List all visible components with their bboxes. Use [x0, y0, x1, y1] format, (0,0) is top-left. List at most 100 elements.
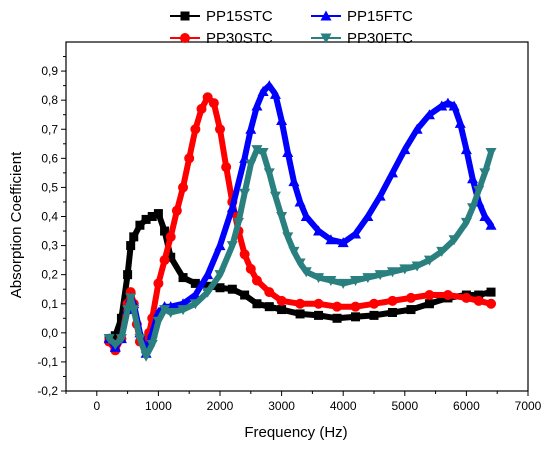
data-point	[189, 289, 201, 300]
data-point	[351, 312, 361, 322]
data-point	[269, 88, 281, 99]
y-tick-label: 0,5	[41, 180, 58, 194]
data-point	[337, 278, 349, 289]
data-point	[165, 231, 176, 242]
data-point	[295, 298, 306, 309]
data-point	[369, 298, 379, 309]
data-point	[135, 220, 145, 230]
data-point	[202, 287, 214, 298]
data-point	[467, 203, 479, 214]
legend-marker	[180, 11, 190, 21]
legend-label: PP15STC	[206, 8, 273, 25]
data-point	[300, 211, 312, 221]
data-point	[399, 144, 411, 155]
data-point	[184, 153, 195, 164]
data-point	[214, 270, 226, 281]
data-point	[245, 123, 257, 134]
data-point	[140, 351, 152, 362]
data-point	[252, 299, 262, 309]
data-point	[221, 162, 232, 173]
data-point	[239, 188, 251, 199]
y-tick-label: 0,6	[41, 151, 58, 165]
series-pp30ftc	[103, 145, 497, 362]
data-point	[374, 270, 386, 281]
data-point	[215, 124, 225, 135]
data-point	[282, 232, 294, 243]
data-point	[214, 240, 226, 251]
data-point	[486, 287, 496, 297]
data-point	[350, 228, 362, 239]
y-tick-label: 0,2	[41, 268, 58, 282]
data-point	[264, 287, 275, 298]
data-point	[411, 261, 423, 272]
data-point	[264, 302, 274, 312]
data-point	[473, 185, 485, 196]
data-point	[141, 214, 151, 224]
data-point	[129, 232, 139, 242]
x-tick-label: 6000	[453, 399, 480, 413]
data-point	[479, 211, 491, 221]
data-point	[454, 117, 466, 128]
data-point	[166, 252, 176, 262]
data-point	[313, 225, 325, 236]
legend-marker	[320, 10, 332, 21]
data-point	[325, 234, 337, 245]
legend-marker	[180, 33, 190, 43]
data-point	[337, 237, 349, 248]
data-point	[202, 269, 214, 280]
data-point	[123, 270, 133, 280]
data-point	[232, 217, 244, 228]
data-point	[387, 295, 398, 306]
data-point	[479, 168, 491, 179]
data-point	[190, 278, 200, 288]
data-point	[227, 284, 237, 294]
data-point	[350, 275, 362, 286]
data-point	[189, 299, 201, 310]
data-point	[190, 124, 201, 135]
data-point	[313, 273, 325, 284]
series-pp30stc	[104, 92, 497, 356]
data-point	[423, 109, 435, 120]
legend-item-pp30stc: PP30STC	[170, 30, 273, 47]
data-point	[405, 292, 416, 303]
data-point	[277, 305, 287, 315]
data-point	[239, 249, 250, 260]
data-point	[411, 123, 423, 134]
data-point	[134, 334, 146, 345]
data-point	[300, 267, 312, 278]
data-point	[485, 219, 497, 230]
data-point	[436, 100, 448, 111]
y-tick-label: 0,1	[41, 297, 58, 311]
data-point	[332, 301, 343, 312]
data-point	[387, 307, 397, 317]
data-point	[362, 273, 374, 284]
data-point	[424, 290, 435, 301]
y-tick-label: 0,3	[41, 239, 58, 253]
data-point	[109, 339, 121, 350]
data-point	[110, 331, 120, 341]
data-point	[460, 144, 472, 155]
data-point	[350, 301, 361, 312]
data-point	[288, 176, 300, 187]
data-point	[282, 147, 294, 158]
data-point	[178, 182, 189, 193]
data-point	[362, 211, 374, 221]
data-point	[116, 313, 126, 323]
data-point	[263, 80, 275, 91]
data-point	[245, 263, 256, 274]
data-point	[474, 290, 484, 300]
legend-label: PP30STC	[206, 30, 273, 47]
data-point	[153, 209, 163, 219]
data-point	[226, 241, 238, 252]
data-point	[424, 299, 434, 309]
data-point	[160, 226, 170, 236]
data-point	[165, 307, 177, 318]
data-point	[294, 258, 306, 269]
data-point	[159, 305, 171, 316]
data-point	[152, 316, 164, 327]
data-point	[276, 115, 288, 126]
data-point	[159, 255, 170, 266]
legend-label: PP30FTC	[347, 30, 413, 47]
data-point	[485, 148, 497, 159]
